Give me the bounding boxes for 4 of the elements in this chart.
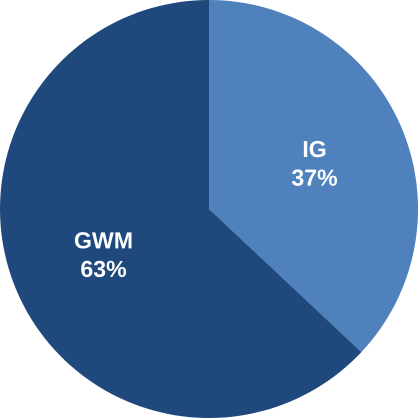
slice-label: IG	[304, 140, 326, 158]
data-label: 63%	[81, 260, 126, 278]
data-label: 37%	[292, 169, 338, 186]
slice-label: GWM	[74, 232, 132, 249]
